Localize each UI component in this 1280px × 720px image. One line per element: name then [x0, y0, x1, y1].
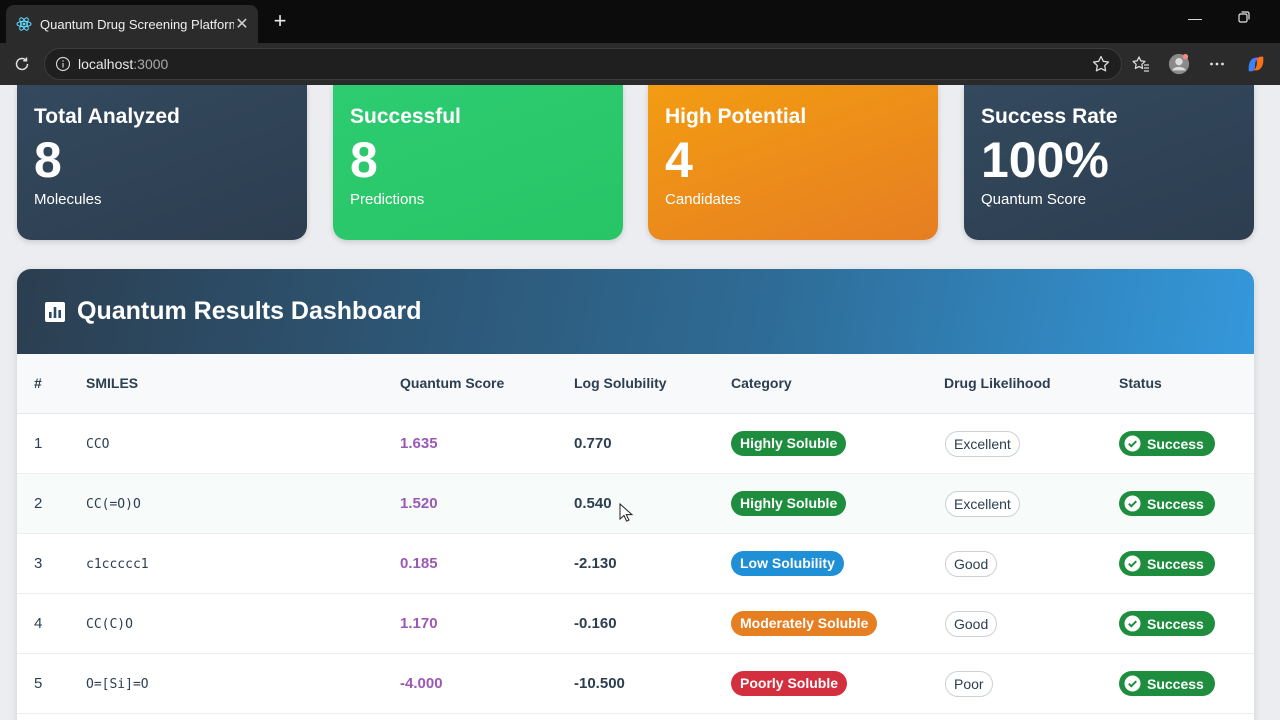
category-badge: Moderately Soluble [731, 611, 878, 636]
dashboard-header: Quantum Results Dashboard [17, 269, 1254, 354]
more-options-icon[interactable] [1206, 53, 1228, 75]
check-circle-icon [1124, 555, 1141, 572]
card-title: High Potential [665, 105, 807, 128]
smiles-value: CC(=O)O [86, 497, 141, 512]
quantum-score-value: 0.185 [400, 555, 438, 572]
smiles-value: CC(C)O [86, 617, 133, 632]
check-circle-icon [1124, 495, 1141, 512]
category-badge: Highly Soluble [731, 431, 847, 456]
log-solubility-value: -2.130 [574, 555, 617, 572]
tab-title: Quantum Drug Screening Platform [40, 16, 234, 32]
browser-tab-bar: Quantum Drug Screening Platform ✕ + — [0, 0, 1280, 43]
successful-card: Successful 8 Predictions [333, 85, 623, 240]
category-badge: Highly Soluble [731, 491, 847, 516]
favorite-star-icon[interactable] [1091, 54, 1111, 74]
status-badge: Success [1119, 491, 1215, 516]
table-row[interactable]: 1 CCO 1.635 0.770 Highly Soluble Excelle… [17, 414, 1254, 474]
card-title: Successful [350, 105, 461, 128]
column-header-number[interactable]: # [34, 375, 42, 391]
category-badge: Poorly Soluble [731, 671, 848, 696]
row-number: 5 [34, 675, 43, 692]
card-subtitle: Quantum Score [981, 191, 1087, 208]
card-subtitle: Molecules [34, 191, 102, 208]
column-header-quantum-score[interactable]: Quantum Score [400, 375, 505, 391]
status-badge: Success [1119, 431, 1215, 456]
smiles-value: CCO [86, 437, 110, 452]
row-number: 2 [34, 495, 43, 512]
status-badge: Success [1119, 551, 1215, 576]
status-badge: Success [1119, 671, 1215, 696]
table-header: # SMILES Quantum Score Log Solubility Ca… [17, 354, 1254, 414]
total-analyzed-card: Total Analyzed 8 Molecules [17, 85, 307, 240]
smiles-value: O=[Si]=O [86, 677, 149, 692]
category-badge: Low Solubility [731, 551, 844, 576]
card-title: Total Analyzed [34, 105, 180, 128]
drug-likelihood-badge: Good [945, 611, 998, 637]
status-label: Success [1147, 435, 1204, 452]
table-row[interactable]: 5 O=[Si]=O -4.000 -10.500 Poorly Soluble… [17, 654, 1254, 714]
table-row[interactable]: 4 CC(C)O 1.170 -0.160 Moderately Soluble… [17, 594, 1254, 654]
card-subtitle: Predictions [350, 191, 425, 208]
url-host: localhost [78, 56, 134, 72]
close-tab-icon[interactable]: ✕ [235, 16, 249, 33]
react-icon [16, 16, 32, 32]
copilot-icon[interactable] [1245, 53, 1267, 75]
restore-icon[interactable] [1232, 10, 1256, 26]
log-solubility-value: 0.770 [574, 435, 612, 452]
minimize-icon[interactable]: — [1188, 10, 1202, 26]
new-tab-icon[interactable]: + [273, 8, 287, 33]
profile-avatar-icon[interactable] [1168, 53, 1190, 75]
row-number: 3 [34, 555, 43, 572]
card-subtitle: Candidates [665, 191, 741, 208]
bar-chart-icon [44, 301, 66, 323]
column-header-status[interactable]: Status [1119, 375, 1162, 391]
table-row[interactable]: 2 CC(=O)O 1.520 0.540 Highly Soluble Exc… [17, 474, 1254, 534]
quantum-score-value: 1.520 [400, 495, 438, 512]
quantum-score-value: 1.635 [400, 435, 438, 452]
column-header-drug-likelihood[interactable]: Drug Likelihood [944, 375, 1051, 391]
high-potential-card: High Potential 4 Candidates [648, 85, 938, 240]
check-circle-icon [1124, 675, 1141, 692]
card-value: 4 [665, 132, 693, 188]
column-header-log-solubility[interactable]: Log Solubility [574, 375, 667, 391]
log-solubility-value: 0.540 [574, 495, 612, 512]
quantum-score-value: 1.170 [400, 615, 438, 632]
results-dashboard: Quantum Results Dashboard # SMILES Quant… [17, 269, 1254, 720]
quantum-score-value: -4.000 [400, 675, 443, 692]
column-header-smiles[interactable]: SMILES [86, 375, 139, 391]
mouse-cursor-icon [619, 503, 633, 522]
url-text: localhost:3000 [78, 56, 168, 72]
row-number: 4 [34, 615, 43, 632]
url-port: :3000 [133, 56, 169, 72]
info-icon[interactable] [55, 56, 71, 72]
check-circle-icon [1124, 435, 1141, 452]
status-label: Success [1147, 495, 1204, 512]
column-header-category[interactable]: Category [731, 375, 792, 391]
card-value: 100% [981, 132, 1109, 188]
drug-likelihood-badge: Good [945, 551, 998, 577]
card-value: 8 [34, 132, 62, 188]
browser-toolbar: localhost:3000 [0, 43, 1280, 85]
browser-tab[interactable]: Quantum Drug Screening Platform ✕ [6, 5, 258, 43]
log-solubility-value: -10.500 [574, 675, 625, 692]
status-label: Success [1147, 675, 1204, 692]
card-title: Success Rate [981, 105, 1118, 128]
status-label: Success [1147, 615, 1204, 632]
drug-likelihood-badge: Excellent [945, 491, 1020, 517]
card-value: 8 [350, 132, 378, 188]
dashboard-title: Quantum Results Dashboard [77, 297, 422, 325]
table-row[interactable]: 3 c1ccccc1 0.185 -2.130 Low Solubility G… [17, 534, 1254, 594]
address-bar[interactable]: localhost:3000 [44, 48, 1122, 80]
row-number: 1 [34, 435, 43, 452]
reload-icon[interactable] [11, 53, 33, 75]
status-badge: Success [1119, 611, 1215, 636]
log-solubility-value: -0.160 [574, 615, 617, 632]
check-circle-icon [1124, 615, 1141, 632]
drug-likelihood-badge: Poor [945, 671, 993, 697]
status-label: Success [1147, 555, 1204, 572]
success-rate-card: Success Rate 100% Quantum Score [964, 85, 1254, 240]
drug-likelihood-badge: Excellent [945, 431, 1020, 457]
favorites-icon[interactable] [1130, 53, 1152, 75]
smiles-value: c1ccccc1 [86, 557, 149, 572]
